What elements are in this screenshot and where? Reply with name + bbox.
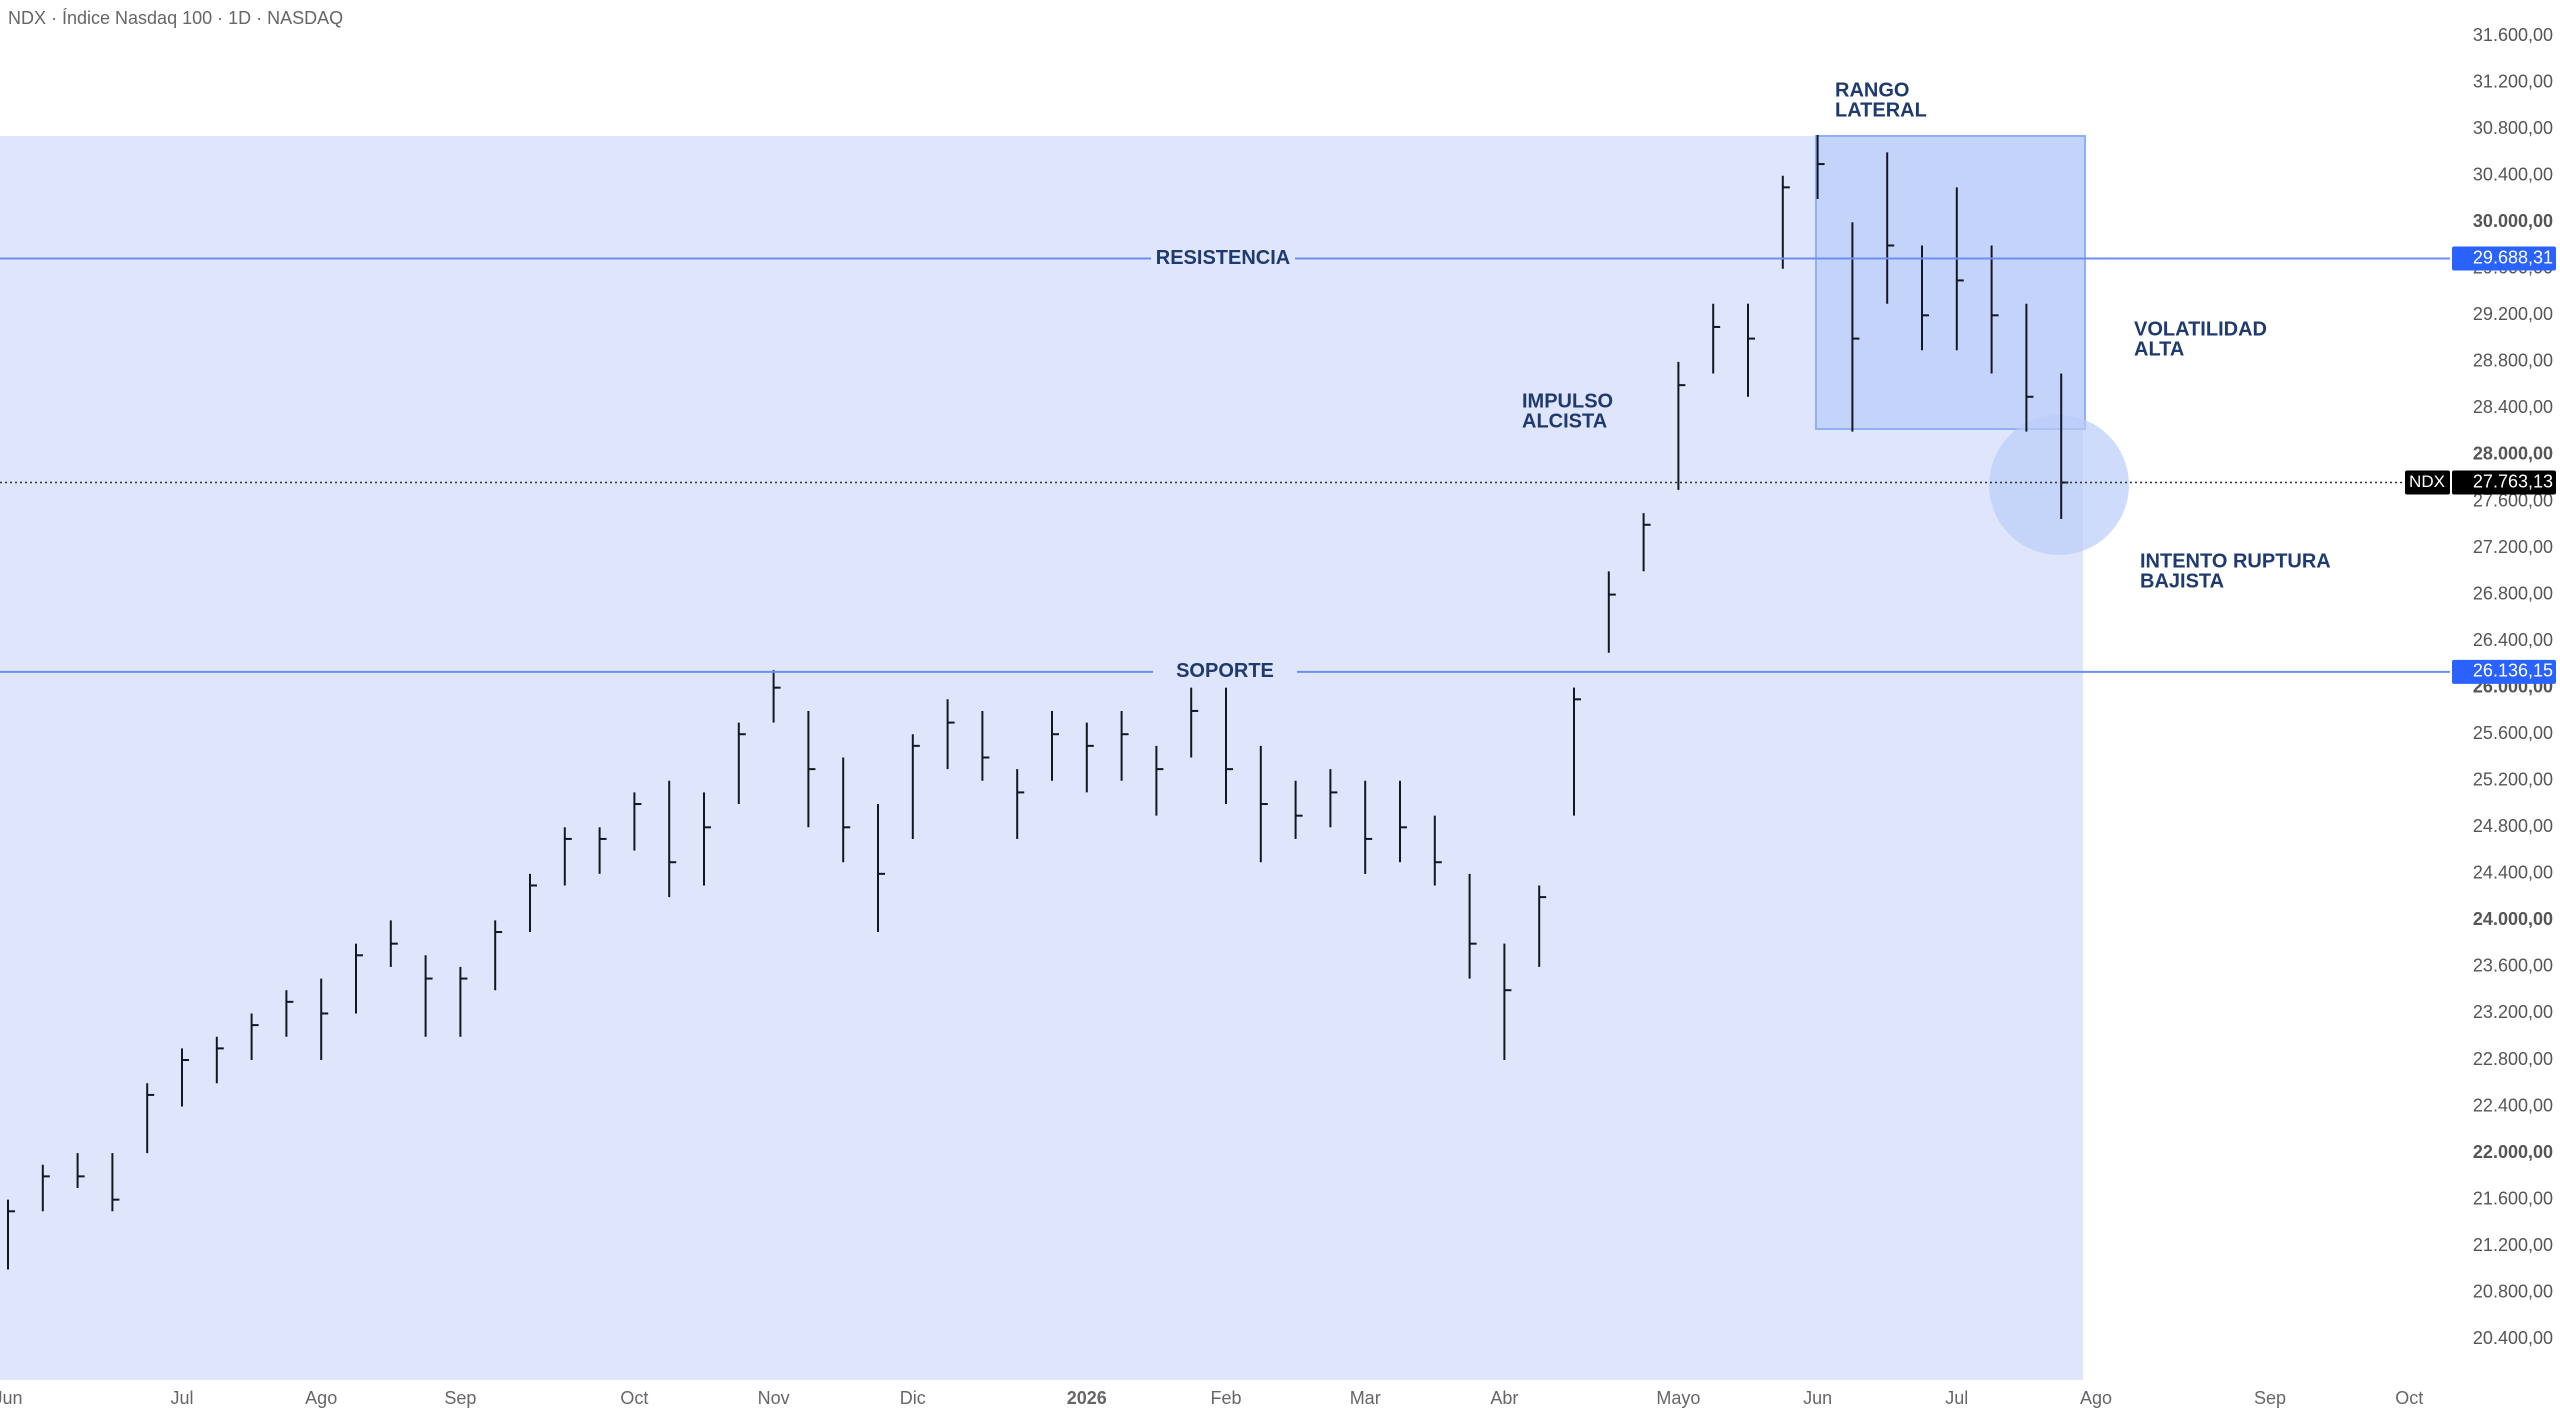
y-tick-label: 24.000,00	[2473, 909, 2553, 929]
annotation: VOLATILIDAD	[2134, 318, 2267, 340]
range-box	[1815, 135, 2086, 430]
annotation: BAJISTA	[2140, 570, 2224, 592]
level-text: SOPORTE	[1176, 660, 1274, 682]
y-tick-label: 21.200,00	[2473, 1235, 2553, 1255]
y-tick-label: 23.600,00	[2473, 956, 2553, 976]
chart-title: NDX · Índice Nasdaq 100 · 1D · NASDAQ	[8, 8, 343, 28]
last-price-label: 27.763,13	[2473, 471, 2553, 491]
y-tick-label: 22.800,00	[2473, 1049, 2553, 1069]
x-tick-label: Mayo	[1656, 1388, 1700, 1408]
breakout-circle	[1989, 415, 2129, 555]
y-tick-label: 31.200,00	[2473, 71, 2553, 91]
price-label: 29.688,31	[2473, 247, 2553, 267]
last-price-bg	[2452, 470, 2556, 495]
level-text-bg	[1153, 659, 1297, 684]
x-tick-label: Abr	[1490, 1388, 1518, 1408]
annotation: IMPULSO	[1522, 390, 1613, 412]
y-tick-label: 26.800,00	[2473, 583, 2553, 603]
x-tick-label: Jun	[1803, 1388, 1832, 1408]
annotation: ALTA	[2134, 338, 2184, 360]
level-text: RESISTENCIA	[1156, 247, 1290, 269]
x-tick-label: Nov	[758, 1388, 790, 1408]
symbol-label-bg	[2405, 470, 2450, 495]
y-tick-label: 24.800,00	[2473, 816, 2553, 836]
annotation: LATERAL	[1835, 99, 1927, 121]
x-tick-label: Ago	[305, 1388, 337, 1408]
level-text-bg	[1151, 246, 1295, 271]
annotation: INTENTO RUPTURA	[2140, 550, 2331, 572]
y-tick-label: 25.200,00	[2473, 770, 2553, 790]
shaded-area	[0, 136, 2083, 1380]
x-tick-label: Sep	[444, 1388, 476, 1408]
y-tick-label: 23.200,00	[2473, 1002, 2553, 1022]
y-tick-label: 20.800,00	[2473, 1281, 2553, 1301]
y-tick-label: 28.400,00	[2473, 397, 2553, 417]
y-tick-label: 28.000,00	[2473, 444, 2553, 464]
annotation: ALCISTA	[1522, 410, 1607, 432]
x-tick-label: Feb	[1210, 1388, 1241, 1408]
y-tick-label: 20.400,00	[2473, 1328, 2553, 1348]
price-label-bg	[2452, 659, 2556, 684]
y-tick-label: 28.800,00	[2473, 351, 2553, 371]
y-tick-label: 30.400,00	[2473, 164, 2553, 184]
y-tick-label: 22.000,00	[2473, 1142, 2553, 1162]
y-tick-label: 24.400,00	[2473, 863, 2553, 883]
symbol-label: NDX	[2409, 472, 2445, 491]
y-tick-label: 27.600,00	[2473, 490, 2553, 510]
y-tick-label: 30.800,00	[2473, 118, 2553, 138]
y-tick-label: 25.600,00	[2473, 723, 2553, 743]
x-tick-label: Ago	[2080, 1388, 2112, 1408]
x-tick-label: Jul	[1945, 1388, 1968, 1408]
y-tick-label: 31.600,00	[2473, 25, 2553, 45]
y-tick-label: 30.000,00	[2473, 211, 2553, 231]
price-label: 26.136,15	[2473, 661, 2553, 681]
x-tick-label: Oct	[2395, 1388, 2423, 1408]
y-tick-label: 26.400,00	[2473, 630, 2553, 650]
x-tick-label: Dic	[900, 1388, 926, 1408]
x-tick-label: 2026	[1067, 1388, 1107, 1408]
y-tick-label: 27.200,00	[2473, 537, 2553, 557]
price-label-bg	[2452, 246, 2556, 271]
x-tick-label: Oct	[620, 1388, 648, 1408]
x-tick-label: Sep	[2254, 1388, 2286, 1408]
x-tick-label: Jun	[0, 1388, 23, 1408]
y-tick-label: 22.400,00	[2473, 1095, 2553, 1115]
y-tick-label: 21.600,00	[2473, 1188, 2553, 1208]
x-tick-label: Jul	[170, 1388, 193, 1408]
x-tick-label: Mar	[1350, 1388, 1381, 1408]
annotation: RANGO	[1835, 79, 1909, 101]
y-tick-label: 29.200,00	[2473, 304, 2553, 324]
